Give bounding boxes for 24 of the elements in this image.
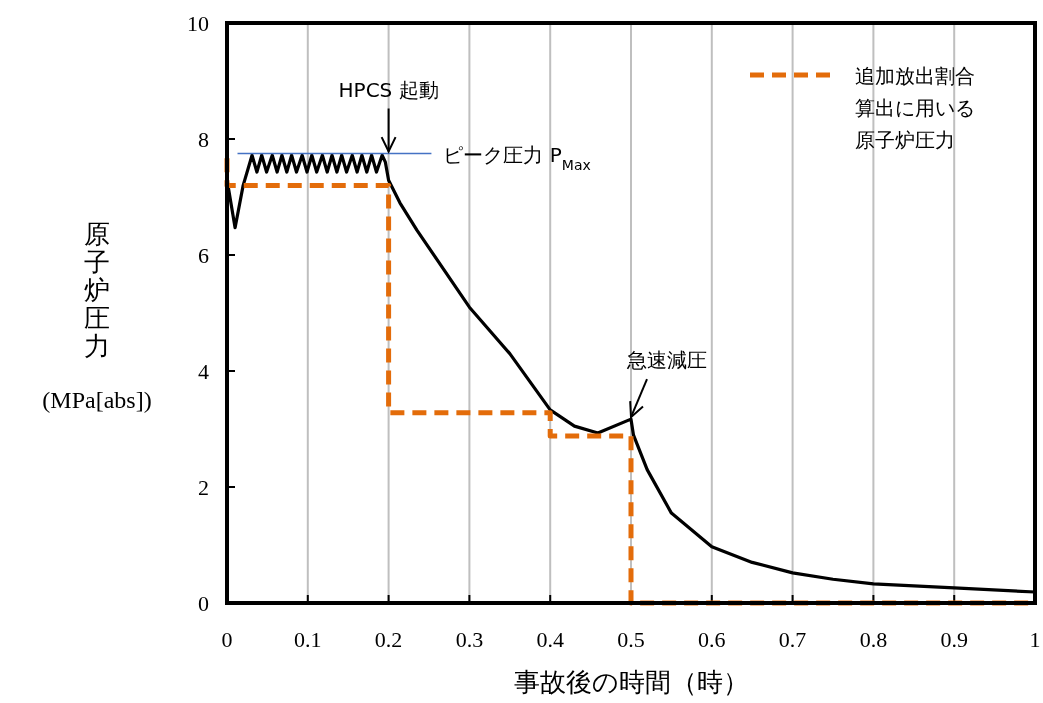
y-tick-label: 4 <box>198 359 209 384</box>
x-tick-label: 0.1 <box>294 627 322 652</box>
legend: 追加放出割合算出に用いる原子炉圧力 <box>750 64 975 152</box>
annotation: HPCS 起動 <box>338 77 439 102</box>
x-tick-label: 0.6 <box>698 627 726 652</box>
x-tick-label: 1 <box>1029 627 1041 652</box>
x-tick-label: 0.8 <box>859 627 888 652</box>
y-tick-label: 0 <box>198 591 209 616</box>
x-tick-label: 0.7 <box>778 627 807 652</box>
x-tick-label: 0.5 <box>617 627 645 652</box>
x-tick-label: 0.4 <box>536 627 564 652</box>
y-tick-label: 10 <box>187 11 209 36</box>
x-tick-label: 0.2 <box>374 627 403 652</box>
legend-label: 追加放出割合算出に用いる原子炉圧力 <box>855 64 975 152</box>
ylabel: 原子炉圧力 (MPa[abs]) <box>42 219 152 413</box>
annotation: 急速減圧 <box>626 348 707 373</box>
y-tick-label: 6 <box>198 243 209 268</box>
x-tick-label: 0 <box>221 627 233 652</box>
x-tick-label: 0.3 <box>455 627 484 652</box>
y-tick-label: 8 <box>198 127 209 152</box>
x-axis-title: 事故後の時間（時） <box>513 667 749 697</box>
annotation: ピーク圧力 P$_{Max}$ <box>443 142 591 173</box>
y-tick-label: 2 <box>198 475 209 500</box>
x-tick-label: 0.9 <box>940 627 968 652</box>
